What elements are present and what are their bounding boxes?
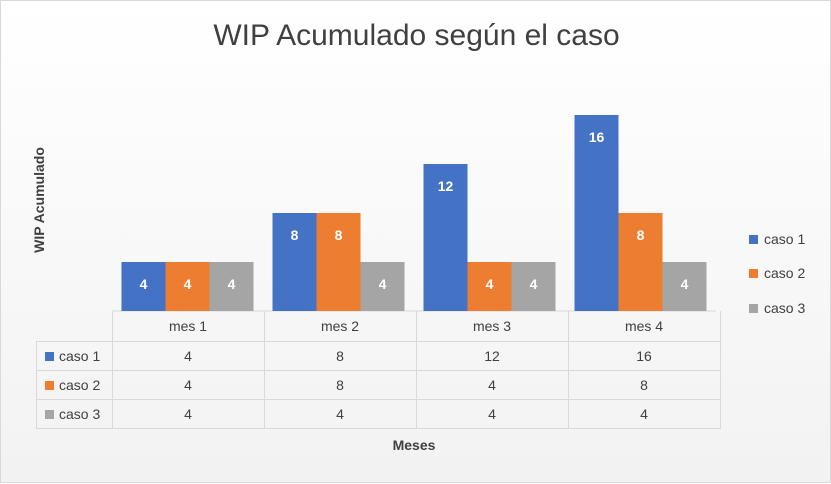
table-cell: 4: [567, 399, 721, 429]
data-label: 4: [486, 276, 494, 292]
bar-caso-3-mes-1: [209, 262, 254, 311]
data-label: 16: [589, 129, 605, 145]
bar-caso-1-mes-4: [574, 115, 619, 311]
legend-item-caso-2: caso 2: [749, 265, 805, 281]
legend-swatch: [45, 381, 54, 390]
table-row: caso 3 4 4 4 4: [36, 399, 721, 429]
legend-swatch: [749, 303, 758, 313]
table-cell: 4: [415, 370, 569, 400]
data-label: 8: [637, 227, 645, 243]
bar-caso-2-mes-3: [467, 262, 512, 311]
legend-label: caso 2: [764, 265, 806, 281]
table-header-cell: mes 3: [415, 311, 569, 342]
data-label: 4: [530, 276, 538, 292]
table-cell: 8: [567, 370, 721, 400]
bar-caso-2-mes-4: [618, 213, 663, 311]
table-header-cell: mes 4: [567, 311, 721, 342]
bar-caso-3-mes-3: [511, 262, 556, 311]
table-row-header: caso 3: [36, 399, 113, 429]
bar-caso-2-mes-2: [316, 213, 361, 311]
row-label: caso 2: [59, 377, 101, 393]
table-cell: 12: [415, 341, 569, 371]
table-header-cell: mes 1: [111, 311, 265, 342]
bar-caso-2-mes-1: [165, 262, 210, 311]
table-cell: 8: [263, 370, 417, 400]
table-corner: [37, 311, 113, 342]
table-row: caso 1 4 8 12 16: [36, 341, 721, 371]
legend-swatch: [749, 268, 758, 278]
table-header-cell: mes 2: [263, 311, 417, 342]
legend-item-caso-3: caso 3: [749, 300, 805, 316]
data-label: 8: [335, 227, 343, 243]
legend-swatch: [45, 352, 54, 361]
data-label: 4: [681, 276, 689, 292]
bar-caso-1-mes-2: [272, 213, 317, 311]
table-row: caso 2 4 8 4 8: [36, 370, 721, 400]
data-table: mes 1 mes 2 mes 3 mes 4 caso 1 4 8 12 16…: [36, 311, 721, 429]
table-cell: 8: [263, 341, 417, 371]
legend-label: caso 1: [764, 231, 806, 247]
data-label: 8: [291, 227, 299, 243]
table-cell: 4: [263, 399, 417, 429]
legend-label: caso 3: [764, 300, 806, 316]
data-label: 4: [379, 276, 387, 292]
data-label: 4: [140, 276, 148, 292]
bar-caso-3-mes-4: [662, 262, 707, 311]
data-label: 4: [184, 276, 192, 292]
bar-caso-1-mes-1: [121, 262, 166, 311]
table-cell: 4: [111, 370, 265, 400]
legend-swatch: [45, 410, 54, 419]
bar-caso-3-mes-2: [360, 262, 405, 311]
table-cell: 4: [415, 399, 569, 429]
legend-item-caso-1: caso 1: [749, 231, 805, 247]
chart-title: WIP Acumulado según el caso: [213, 19, 620, 52]
table-header-row: mes 1 mes 2 mes 3 mes 4: [37, 311, 721, 342]
table-cell: 4: [111, 399, 265, 429]
table-cell: 4: [111, 341, 265, 371]
data-label: 4: [228, 276, 236, 292]
legend-swatch: [749, 234, 758, 244]
row-label: caso 3: [59, 406, 101, 422]
table-cell: 16: [567, 341, 721, 371]
bar-caso-1-mes-3: [423, 164, 468, 311]
row-label: caso 1: [59, 348, 101, 364]
data-label: 12: [438, 178, 454, 194]
table-row-header: caso 1: [36, 341, 113, 371]
table-row-header: caso 2: [36, 370, 113, 400]
x-axis-label: Meses: [392, 437, 436, 453]
